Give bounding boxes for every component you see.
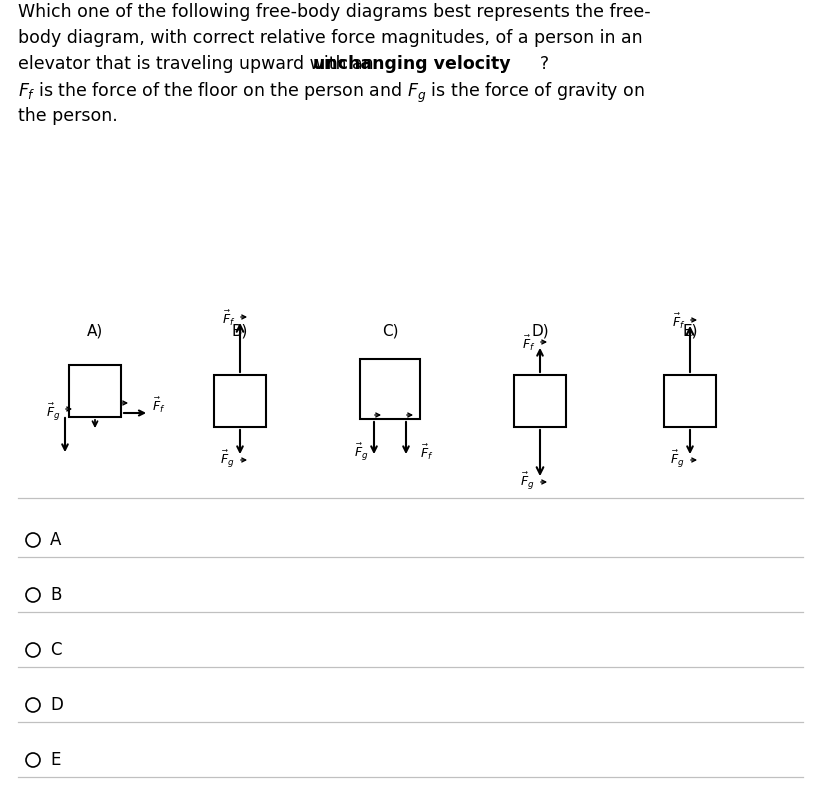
Text: C): C) bbox=[382, 324, 398, 339]
Text: $\vec{F}_f$: $\vec{F}_f$ bbox=[222, 308, 235, 327]
Text: ?: ? bbox=[540, 55, 549, 73]
Text: $F_f$ is the force of the floor on the person and $F_g$ is the force of gravity : $F_f$ is the force of the floor on the p… bbox=[18, 81, 644, 105]
Text: B): B) bbox=[232, 324, 248, 339]
Circle shape bbox=[26, 753, 40, 767]
Bar bbox=[514, 375, 566, 427]
Bar bbox=[214, 375, 266, 427]
Text: $\vec{F}_g$: $\vec{F}_g$ bbox=[221, 448, 235, 470]
Circle shape bbox=[26, 698, 40, 712]
Bar bbox=[664, 375, 716, 427]
Text: D: D bbox=[50, 696, 63, 714]
Text: the person.: the person. bbox=[18, 107, 117, 125]
Text: Which one of the following free-body diagrams best represents the free-: Which one of the following free-body dia… bbox=[18, 3, 650, 21]
Text: $\vec{F}_g$: $\vec{F}_g$ bbox=[671, 448, 685, 470]
Bar bbox=[360, 359, 420, 419]
Text: D): D) bbox=[531, 324, 548, 339]
Text: B: B bbox=[50, 586, 62, 604]
Text: E: E bbox=[50, 751, 61, 769]
Text: body diagram, with correct relative force magnitudes, of a person in an: body diagram, with correct relative forc… bbox=[18, 29, 643, 47]
Text: $\vec{F}_g$: $\vec{F}_g$ bbox=[47, 401, 61, 422]
Text: elevator that is traveling upward with an: elevator that is traveling upward with a… bbox=[18, 55, 379, 73]
Text: $\vec{F}_g$: $\vec{F}_g$ bbox=[355, 441, 369, 463]
Circle shape bbox=[26, 643, 40, 657]
Text: C: C bbox=[50, 641, 62, 659]
Text: $\vec{F}_f$: $\vec{F}_f$ bbox=[152, 396, 166, 414]
Text: $\vec{F}_f$: $\vec{F}_f$ bbox=[521, 333, 535, 353]
Text: E): E) bbox=[682, 324, 698, 339]
Text: A: A bbox=[50, 531, 62, 549]
Text: $\vec{F}_f$: $\vec{F}_f$ bbox=[420, 442, 433, 462]
Circle shape bbox=[26, 533, 40, 547]
Text: unchanging velocity: unchanging velocity bbox=[313, 55, 511, 73]
Text: $\vec{F}_g$: $\vec{F}_g$ bbox=[521, 471, 535, 492]
Circle shape bbox=[26, 588, 40, 602]
Text: A): A) bbox=[87, 324, 103, 339]
Bar bbox=[69, 365, 121, 417]
Text: $\vec{F}_f$: $\vec{F}_f$ bbox=[672, 312, 685, 331]
